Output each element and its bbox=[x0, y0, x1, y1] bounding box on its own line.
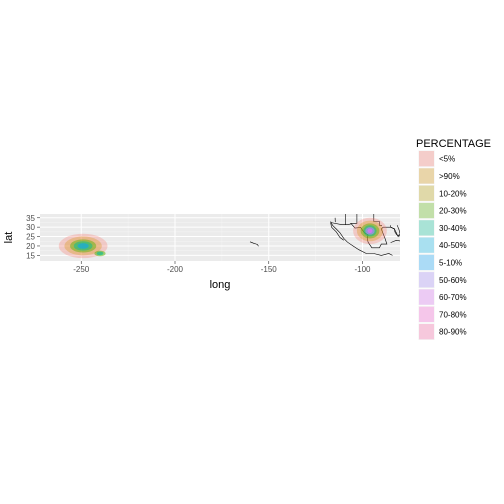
legend-label: 80-90% bbox=[439, 328, 467, 337]
x-axis-title: long bbox=[210, 279, 231, 291]
legend-label: 20-30% bbox=[439, 207, 467, 216]
legend-entry: <5% bbox=[417, 149, 455, 168]
legend-key-swatch bbox=[419, 237, 434, 253]
density-contour bbox=[367, 228, 373, 234]
legend-title: PERCENTAGE bbox=[416, 138, 491, 150]
y-tick-label: 30 bbox=[26, 223, 35, 232]
legend-key-swatch bbox=[419, 254, 434, 271]
x-tick-label: -200 bbox=[167, 265, 184, 274]
legend-key-swatch bbox=[419, 202, 434, 219]
legend-label: <5% bbox=[439, 155, 455, 164]
legend-label: >90% bbox=[439, 172, 460, 181]
legend-key-swatch bbox=[419, 185, 434, 201]
panel-content bbox=[40, 214, 400, 261]
map-outline-north-america-coast bbox=[330, 221, 393, 256]
legend-entry: 80-90% bbox=[417, 322, 467, 341]
y-tick-label: 20 bbox=[26, 242, 35, 251]
x-tick-label: -100 bbox=[354, 265, 371, 274]
legend-label: 5-10% bbox=[439, 258, 462, 267]
legend-key-swatch bbox=[419, 272, 434, 288]
plot-panel bbox=[40, 214, 400, 261]
legend-key-swatch bbox=[419, 168, 434, 184]
x-tick-label: -150 bbox=[261, 265, 278, 274]
legend-key-swatch bbox=[419, 220, 434, 236]
legend-label: 10-20% bbox=[439, 189, 467, 198]
legend-entry: 5-10% bbox=[417, 253, 462, 272]
y-tick-label: 15 bbox=[26, 251, 35, 260]
x-tick-label: -250 bbox=[73, 265, 90, 274]
legend-entry: 30-40% bbox=[417, 218, 467, 237]
legend-entry: 60-70% bbox=[417, 287, 467, 307]
legend-label: 50-60% bbox=[439, 276, 467, 285]
legend-key-swatch bbox=[419, 289, 434, 305]
legend-entry: >90% bbox=[417, 166, 460, 186]
y-tick-label: 35 bbox=[26, 214, 35, 223]
legend-key-swatch bbox=[419, 324, 434, 340]
legend-label: 70-80% bbox=[439, 310, 467, 319]
legend: PERCENTAGE <5% >90% 10-20% 20-30% 30-40% 40-50… bbox=[416, 138, 491, 341]
map-outline-hawaii bbox=[249, 241, 259, 247]
map-outline-gulf-coast bbox=[366, 226, 400, 249]
legend-entry: 50-60% bbox=[417, 270, 467, 289]
legend-key-background bbox=[417, 322, 436, 341]
density-cluster bbox=[353, 217, 387, 245]
legend-key-swatch bbox=[419, 151, 434, 167]
map-outline-state-lines-2 bbox=[350, 214, 358, 224]
legend-label: 40-50% bbox=[439, 241, 467, 250]
map-outline-state-lines-3 bbox=[373, 214, 382, 226]
density-contour bbox=[96, 251, 104, 256]
density-cluster bbox=[94, 250, 106, 257]
map-outline-cuba bbox=[390, 239, 400, 243]
y-tick-label: 25 bbox=[26, 233, 35, 242]
legend-entry: 20-30% bbox=[417, 201, 467, 220]
legend-entry: 40-50% bbox=[417, 236, 467, 255]
legend-key-swatch bbox=[419, 306, 434, 322]
density-contour bbox=[77, 243, 89, 249]
legend-entry: 10-20% bbox=[417, 184, 467, 203]
legend-entry: 70-80% bbox=[417, 305, 467, 324]
map-outline-florida bbox=[390, 225, 400, 237]
legend-label: 30-40% bbox=[439, 224, 467, 233]
map-outline-baja bbox=[330, 222, 344, 241]
y-axis-title: lat bbox=[3, 232, 15, 244]
legend-label: 60-70% bbox=[439, 293, 467, 302]
